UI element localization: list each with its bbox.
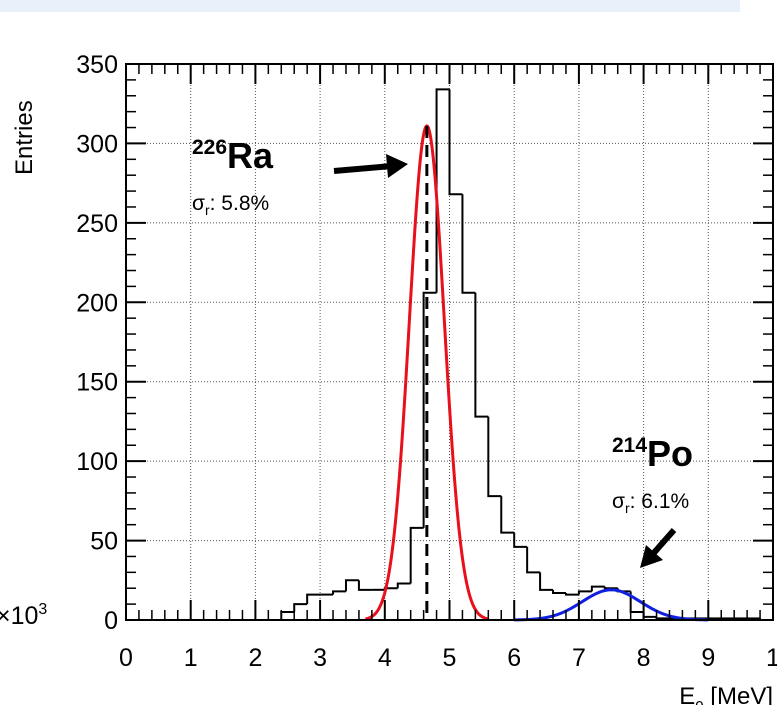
y-tick-label: 300 — [76, 130, 118, 158]
histogram-bin — [564, 592, 579, 596]
ra-arrow — [333, 154, 408, 178]
x-tick-label: 9 — [701, 644, 715, 672]
x-axis-title: E0 [MeV] — [679, 683, 773, 705]
x-tick-label: 3 — [313, 644, 327, 672]
histogram-bin — [461, 194, 476, 294]
histogram-bin — [293, 603, 308, 613]
histogram-bin — [435, 88, 450, 293]
fit-curve-po-214 — [514, 588, 709, 622]
histogram-bin — [396, 582, 411, 589]
histogram-bin — [539, 572, 554, 591]
histogram-bin — [577, 590, 592, 595]
histogram-bin — [422, 291, 437, 528]
axis-ticks — [125, 63, 774, 621]
y-tick-label: 200 — [76, 289, 118, 317]
y-tick-label: 50 — [90, 528, 118, 556]
histogram-bin — [603, 586, 618, 590]
top-band — [0, 0, 740, 12]
x-tick-label: 6 — [507, 644, 521, 672]
histogram-bin — [280, 611, 295, 620]
y-multiplier: ×103 — [0, 601, 47, 630]
histogram-bin — [655, 616, 670, 620]
y-tick-label: 150 — [76, 369, 118, 397]
x-tick-label: 0 — [119, 644, 133, 672]
histogram-bin — [409, 526, 424, 584]
ra-isotope-label: 226Ra — [192, 135, 274, 176]
x-tick-label: 1 — [766, 644, 777, 672]
y-axis-title: Entries — [11, 100, 38, 175]
x-tick-label: 4 — [378, 644, 392, 672]
x-tick-label: 2 — [248, 644, 262, 672]
histogram-bin — [344, 579, 359, 592]
histogram-bin — [526, 546, 541, 574]
fit-curves — [365, 124, 709, 622]
histogram-bin — [552, 589, 566, 594]
y-tick-label: 350 — [76, 51, 118, 79]
ra-resolution-label: σr: 5.8% — [192, 192, 269, 218]
po-isotope-label: 214Po — [612, 433, 693, 474]
x-tick-label: 5 — [443, 644, 457, 672]
histogram-bin — [332, 590, 346, 595]
histogram-bin — [474, 292, 489, 418]
histogram-bin — [306, 593, 321, 605]
histogram-bin — [513, 532, 528, 548]
y-tick-label: 100 — [76, 448, 118, 476]
y-tick-label: 0 — [104, 607, 118, 635]
histogram-bin — [500, 496, 515, 534]
histogram-bin — [448, 89, 463, 196]
x-tick-label: 1 — [184, 644, 198, 672]
histogram-bin — [590, 585, 605, 592]
histogram-bin — [642, 612, 657, 618]
histogram-bin — [357, 580, 372, 591]
x-tick-label: 8 — [637, 644, 651, 672]
y-tick-label: 250 — [76, 210, 118, 238]
po-arrow — [640, 528, 677, 568]
fit-curve-ra-226 — [365, 124, 489, 621]
histogram-bin — [487, 416, 502, 498]
tick-labels: 0 50 100 150 200 250 300 350 0 1 2 3 4 5 6 7 8 9 1 — [76, 51, 777, 672]
x-tick-label: 7 — [572, 644, 586, 672]
po-resolution-label: σr: 6.1% — [612, 490, 689, 516]
